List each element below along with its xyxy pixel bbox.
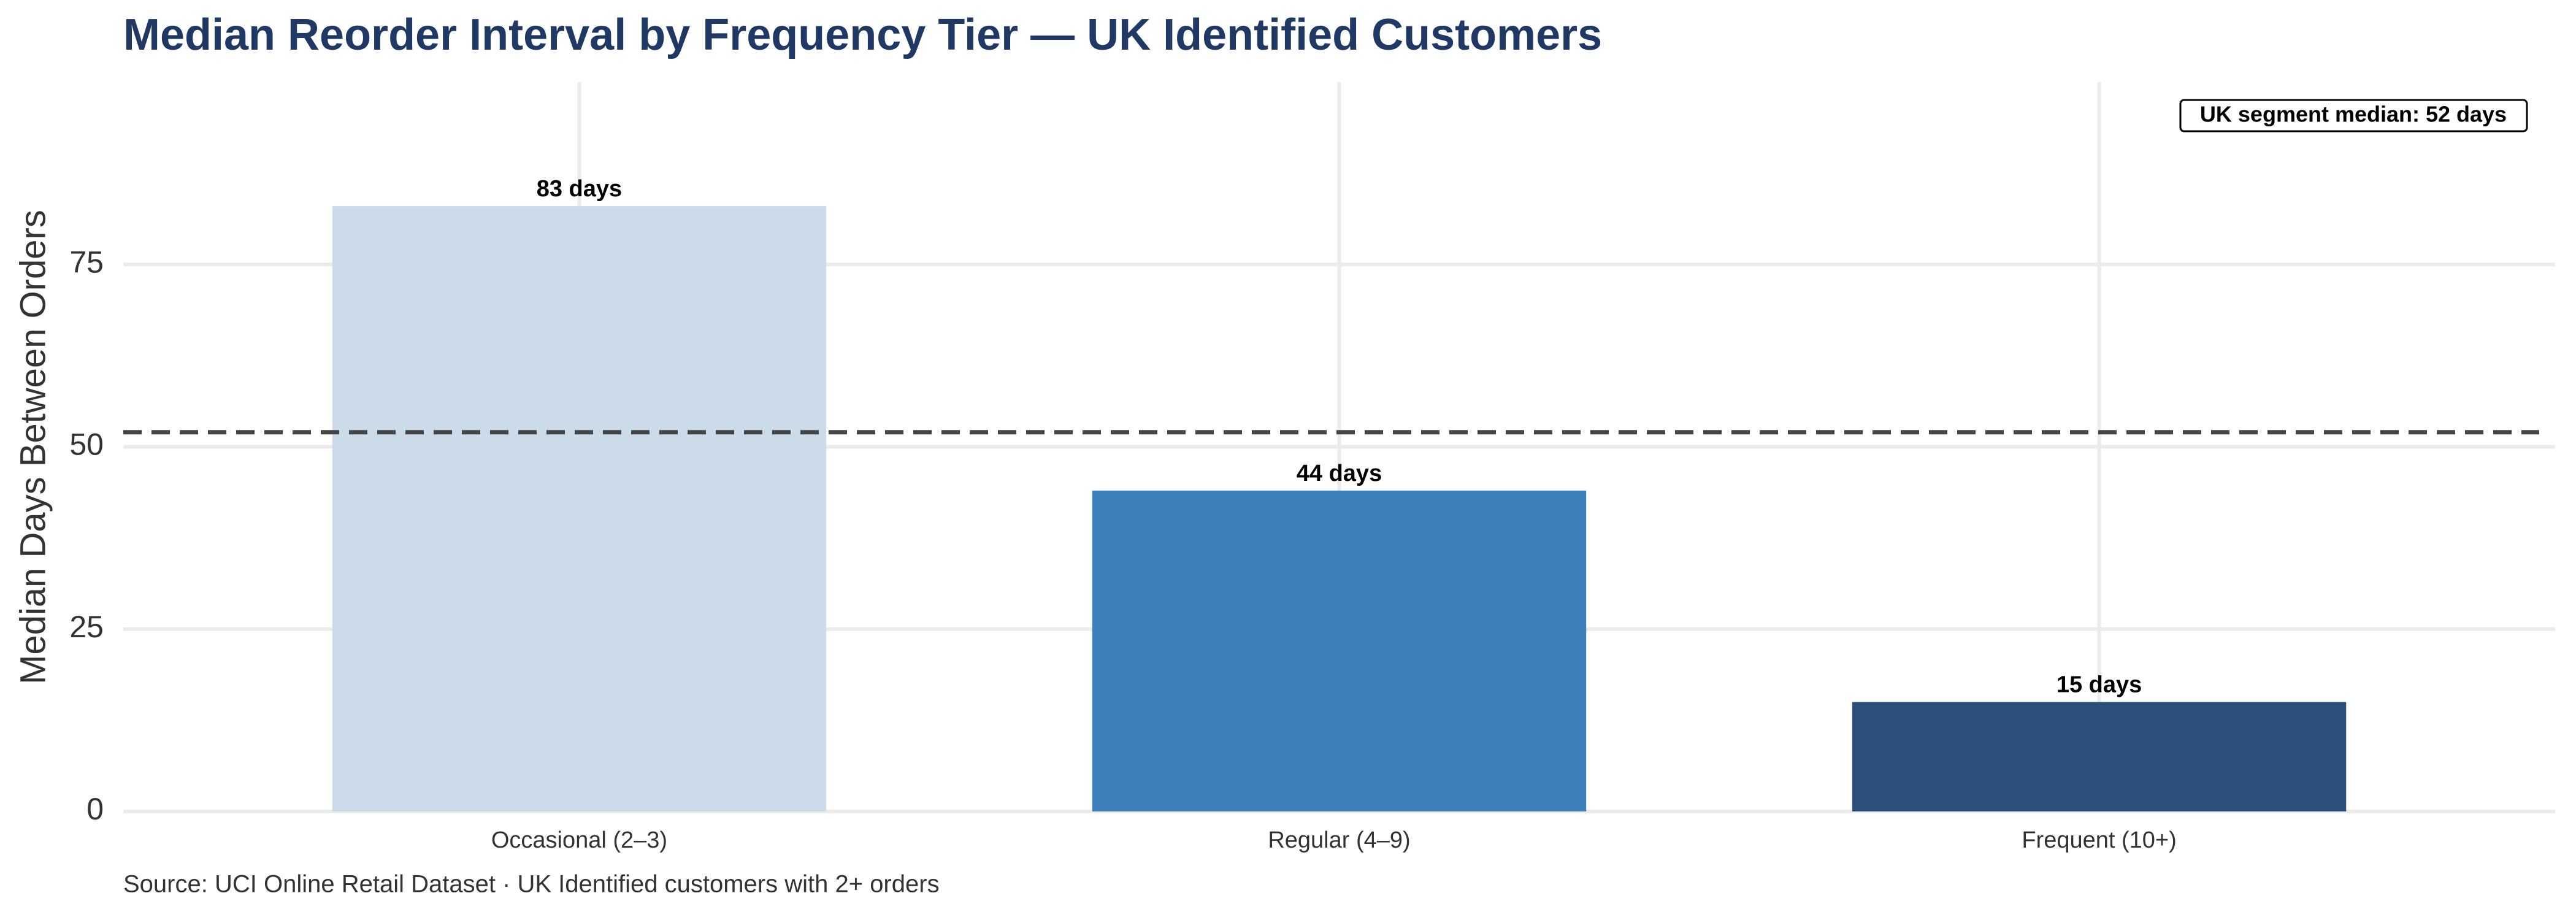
value-label: 44 days — [1297, 461, 1382, 486]
bar — [1092, 490, 1587, 811]
annotation-box — [2179, 99, 2528, 132]
bar — [1852, 702, 2347, 811]
y-tick-label: 50 — [69, 427, 104, 462]
chart-title: Median Reorder Interval by Frequency Tie… — [123, 10, 1602, 59]
value-label: 83 days — [537, 176, 622, 202]
y-axis-label: Median Days Between Orders — [13, 210, 53, 684]
y-tick-label: 25 — [69, 610, 104, 644]
y-tick-label: 0 — [86, 792, 104, 826]
annotation: UK segment median: 52 days — [2179, 99, 2528, 132]
caption: Source: UCI Online Retail Dataset · UK I… — [123, 871, 940, 898]
x-tick-label: Occasional (2–3) — [491, 827, 667, 853]
bar — [332, 206, 827, 811]
x-tick-label: Frequent (10+) — [2022, 827, 2176, 853]
annotation-text: UK segment median: 52 days — [2200, 102, 2507, 127]
y-tick-label: 75 — [69, 245, 104, 279]
value-label: 15 days — [2057, 672, 2142, 698]
x-tick-label: Regular (4–9) — [1268, 827, 1410, 853]
